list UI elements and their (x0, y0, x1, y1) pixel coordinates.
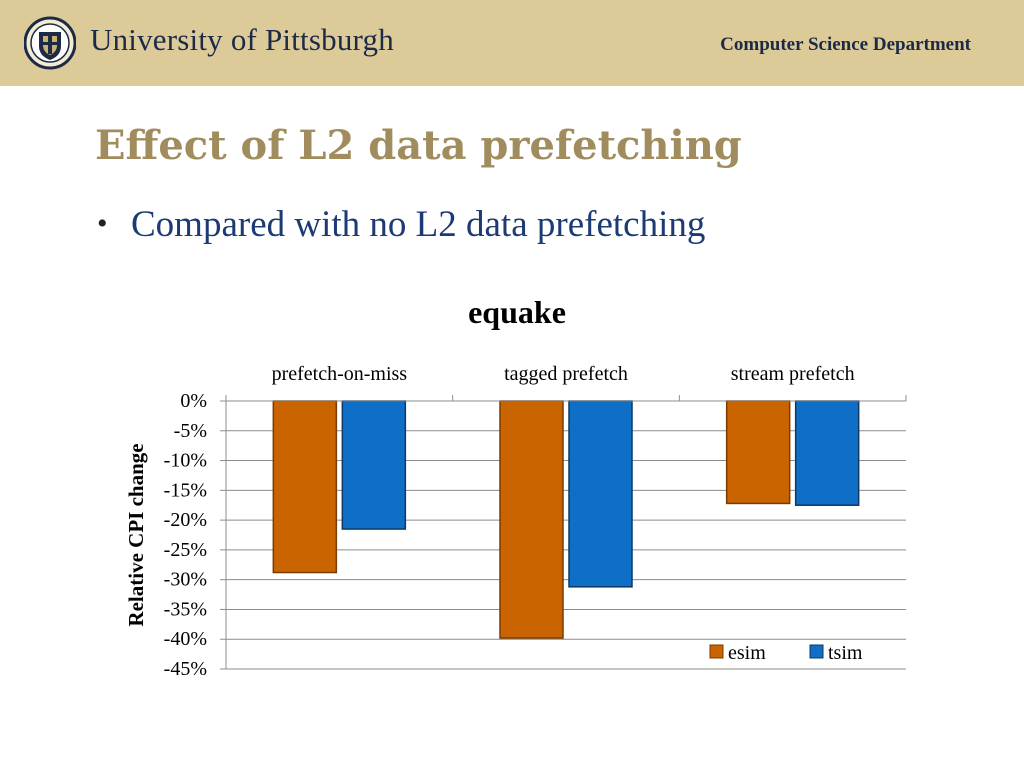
axes (225, 395, 907, 669)
y-tick-label: -30% (164, 569, 207, 591)
category-labels: prefetch-on-miss tagged prefetch stream pr… (272, 363, 855, 385)
bullet-item: • Compared with no L2 data prefetching (97, 203, 705, 246)
y-tick-labels: 0% -5% -10% -15% -20% -25% -30% -35% -40% -45% (164, 390, 207, 680)
category-label: stream prefetch (731, 363, 855, 385)
category-label: prefetch-on-miss (272, 363, 408, 385)
university-seal-icon (24, 16, 76, 70)
y-tick-label: -40% (164, 628, 207, 650)
header-band: University of Pittsburgh Computer Scienc… (0, 0, 1024, 86)
bar-esim-2 (725, 400, 791, 505)
y-tick-label: 0% (180, 390, 207, 412)
legend-label-esim: esim (728, 642, 766, 664)
bar-esim-1 (499, 400, 564, 639)
bullet-text: Compared with no L2 data prefetching (131, 204, 706, 245)
y-tick-label: -10% (164, 450, 207, 472)
department-name: Computer Science Department (720, 34, 971, 55)
bar-tsim-1 (568, 400, 633, 588)
bullet-dot-icon: • (97, 207, 108, 240)
y-tick-label: -35% (164, 598, 207, 620)
bar-tsim-2 (794, 400, 860, 506)
bars (272, 400, 860, 639)
y-tick-label: -45% (164, 658, 207, 680)
y-tick-label: -20% (164, 509, 207, 531)
y-axis-label: Relative CPI change (124, 443, 148, 626)
legend-label-tsim: tsim (828, 642, 863, 664)
chart-title: equake (468, 294, 566, 330)
legend-swatch-esim (709, 644, 724, 659)
y-tick-label: -15% (164, 479, 207, 501)
bar-tsim-0 (341, 400, 407, 530)
legend-swatch-tsim (809, 644, 824, 659)
category-label: tagged prefetch (504, 363, 628, 385)
gridlines (220, 400, 906, 670)
y-tick-label: -5% (174, 420, 207, 442)
slide-title: Effect of L2 data prefetching (95, 122, 742, 169)
y-tick-label: -25% (164, 539, 207, 561)
university-name: University of Pittsburgh (90, 22, 394, 57)
legend: esim tsim (709, 642, 863, 664)
bar-esim-0 (272, 400, 338, 574)
